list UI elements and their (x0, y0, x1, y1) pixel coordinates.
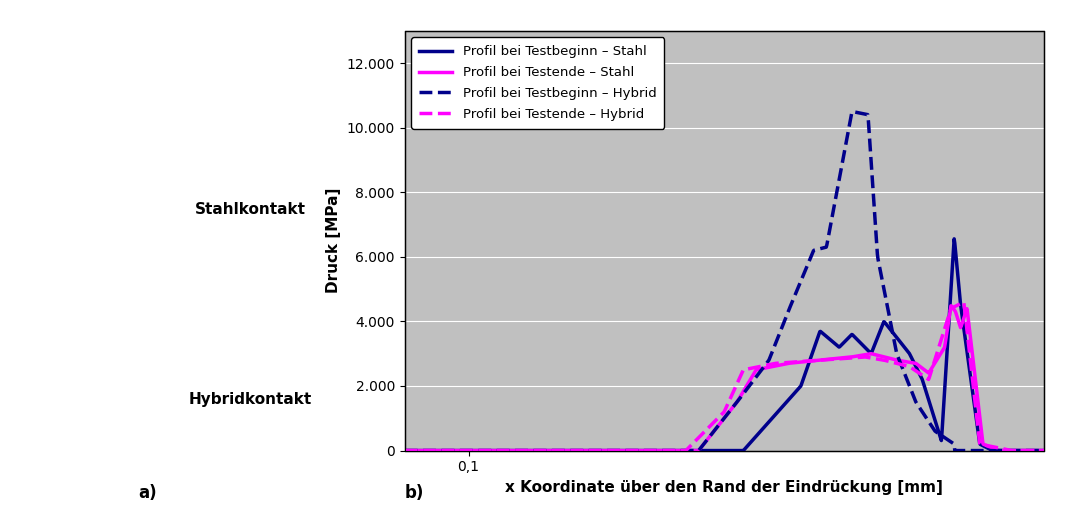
Text: Hybridkontakt: Hybridkontakt (189, 392, 312, 407)
Text: a): a) (138, 484, 157, 502)
Y-axis label: Druck [MPa]: Druck [MPa] (326, 188, 341, 293)
Bar (405, 31, 1044, 451)
Text: b): b) (405, 484, 424, 502)
Text: Stahlkontakt: Stahlkontakt (195, 202, 306, 218)
X-axis label: x Koordinate über den Rand der Eindrückung [mm]: x Koordinate über den Rand der Eindrücku… (505, 480, 944, 495)
Legend: Profil bei Testbeginn – Stahl, Profil bei Testende – Stahl, Profil bei Testbegin: Profil bei Testbeginn – Stahl, Profil be… (411, 37, 665, 129)
